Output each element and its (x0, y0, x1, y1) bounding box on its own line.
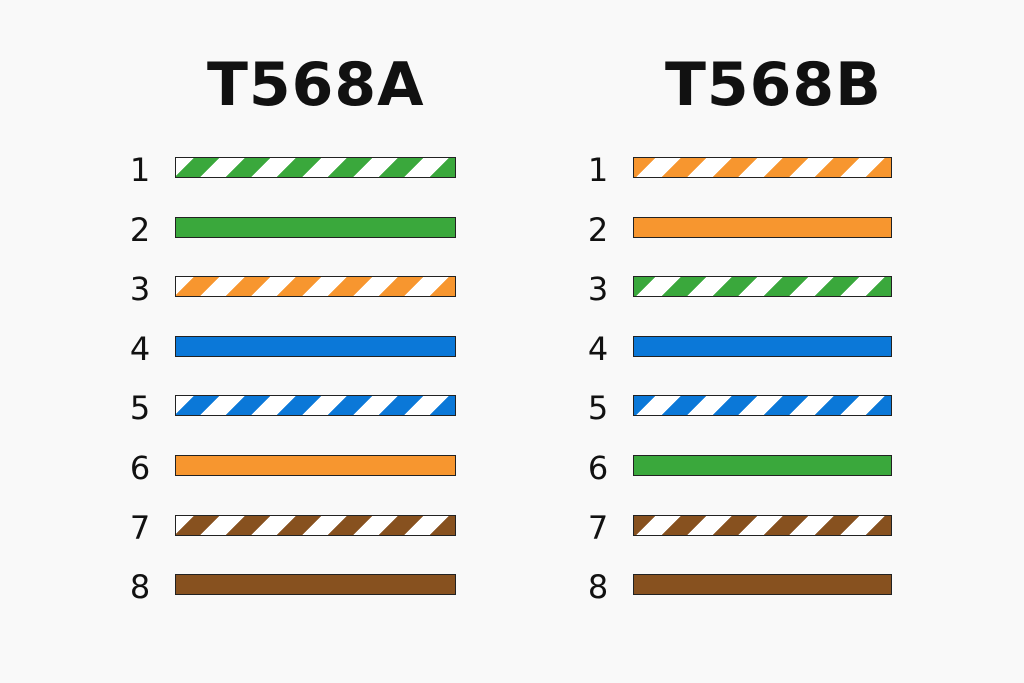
orange-solid-wire (633, 216, 892, 238)
brown-solid-wire (175, 574, 456, 596)
white-green-striped-wire (633, 276, 892, 298)
pin-number: 7 (587, 508, 609, 547)
green-solid-wire (175, 216, 456, 238)
pin-number: 6 (129, 449, 151, 487)
brown-solid-wire (633, 574, 892, 596)
pin-number: 2 (587, 210, 609, 249)
white-brown-striped-wire (633, 514, 892, 536)
t568a-title: T568A (207, 50, 425, 120)
blue-solid-wire (175, 335, 456, 357)
white-blue-striped-wire (633, 395, 892, 417)
white-brown-striped-wire (175, 514, 456, 536)
pin-number: 4 (587, 329, 609, 368)
orange-solid-wire (175, 455, 456, 476)
t568b-title: T568B (665, 50, 882, 120)
pin-number: 3 (129, 270, 151, 309)
green-solid-wire (633, 455, 892, 476)
white-orange-striped-wire (633, 157, 892, 178)
white-orange-striped-wire (175, 276, 456, 298)
pin-number: 8 (587, 568, 609, 607)
pin-number: 1 (129, 151, 151, 189)
pin-number: 1 (587, 151, 609, 189)
white-green-striped-wire (175, 157, 456, 178)
blue-solid-wire (633, 335, 892, 357)
pin-number: 5 (587, 389, 609, 428)
pin-number: 8 (129, 568, 151, 607)
white-blue-striped-wire (175, 395, 456, 417)
pin-number: 3 (587, 270, 609, 309)
pin-number: 2 (129, 210, 151, 249)
pin-number: 5 (129, 389, 151, 428)
pin-number: 4 (129, 329, 151, 368)
pin-number: 7 (129, 508, 151, 547)
pin-number: 6 (587, 449, 609, 487)
